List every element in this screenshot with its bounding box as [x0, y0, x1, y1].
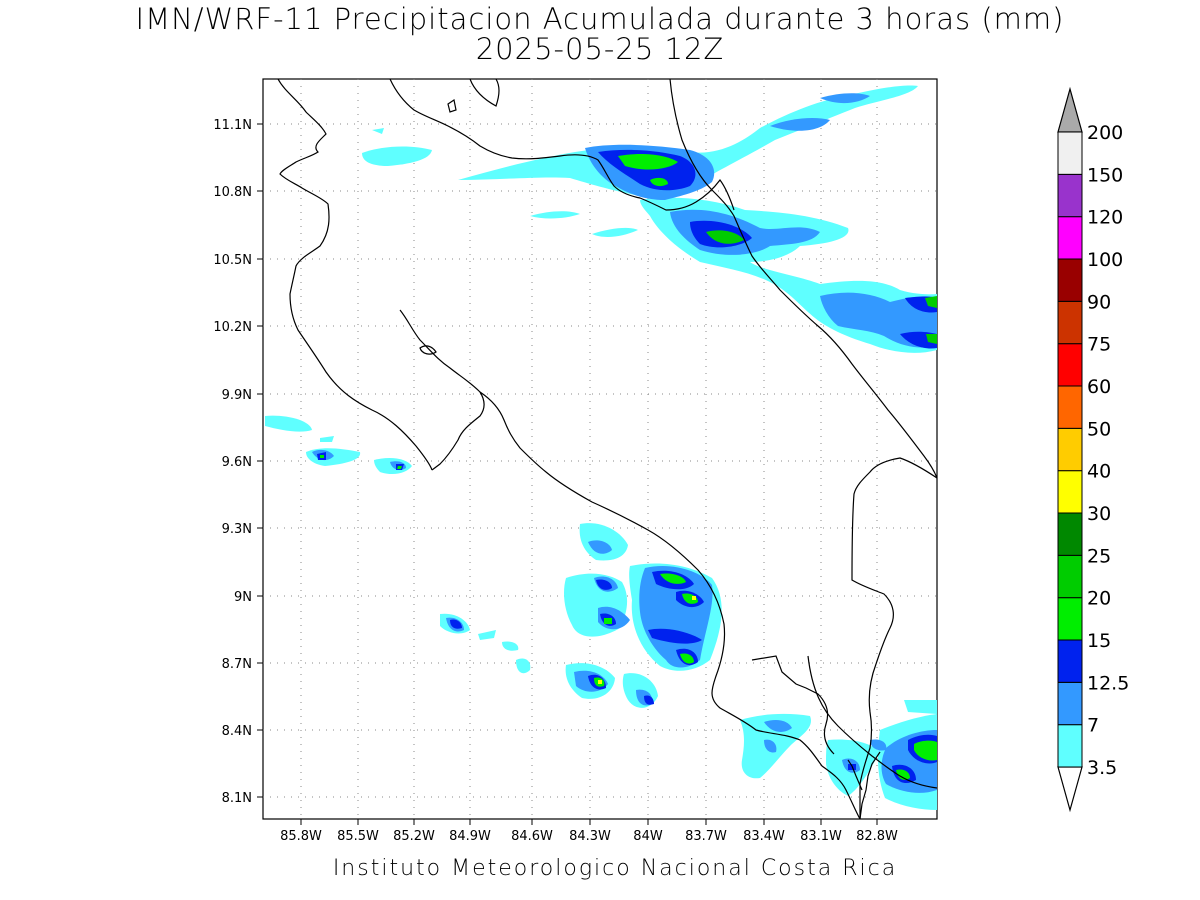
lat-tick-label: 8.4N	[222, 724, 252, 739]
colorbar-label: 100	[1087, 249, 1123, 271]
colorbar-label: 120	[1087, 207, 1123, 229]
colorbar-box	[1057, 343, 1083, 387]
colorbar-label: 7	[1087, 715, 1099, 737]
colorbar-box	[1057, 512, 1083, 556]
lat-tick-label: 10.8N	[213, 185, 252, 200]
colorbar-label: 3.5	[1087, 757, 1117, 779]
lat-tick-label: 9N	[234, 590, 252, 605]
lat-tick-label: 10.5N	[213, 253, 252, 268]
lon-tick-label: 84W	[633, 829, 663, 844]
lat-tick-label: 9.9N	[222, 388, 252, 403]
colorbar-box	[1057, 216, 1083, 260]
colorbar-box	[1057, 131, 1083, 175]
colorbar-box	[1057, 173, 1083, 218]
precipitation-field	[265, 85, 937, 810]
colorbar-label: 200	[1087, 122, 1123, 144]
lat-tick-label: 9.3N	[222, 522, 252, 537]
footer-credit: Instituto Meteorologico Nacional Costa R…	[332, 856, 898, 881]
lat-tick-labels: 11.1N 10.8N 10.5N 10.2N 9.9N 9.6N 9.3N 9…	[213, 118, 252, 806]
colorbar-box	[1057, 427, 1083, 472]
lat-tick-label: 8.7N	[222, 657, 252, 672]
colorbar-label: 150	[1087, 164, 1123, 186]
colorbar-label: 75	[1087, 334, 1111, 356]
colorbar-box	[1057, 724, 1083, 768]
coastline	[277, 79, 937, 819]
lon-tick-label: 82.8W	[856, 829, 898, 844]
colorbar-label: 60	[1087, 376, 1111, 398]
lon-tick-labels: 85.8W 85.5W 85.2W 84.9W 84.6W 84.3W 84W …	[280, 829, 898, 844]
lat-tick-label: 10.2N	[213, 320, 252, 335]
colorbar-label: 90	[1087, 291, 1111, 313]
colorbar-label: 15	[1087, 630, 1111, 652]
lat-tick-label: 9.6N	[222, 455, 252, 470]
colorbar-label: 30	[1087, 503, 1111, 525]
colorbar-min-arrow	[1057, 766, 1083, 813]
colorbar-label: 40	[1087, 461, 1111, 483]
colorbar-box	[1057, 300, 1083, 345]
grid-lines	[263, 79, 937, 819]
lon-tick-label: 85.2W	[393, 829, 435, 844]
lon-tick-label: 84.3W	[569, 829, 611, 844]
colorbar-label: 20	[1087, 588, 1111, 610]
lat-tick-label: 8.1N	[222, 791, 252, 806]
lon-tick-label: 85.8W	[280, 829, 322, 844]
colorbar-box	[1057, 385, 1083, 429]
map-date: 2025-05-25 12Z	[475, 32, 725, 66]
colorbar-box	[1057, 258, 1083, 302]
lon-tick-label: 84.6W	[511, 829, 553, 844]
colorbar-label: 12.5	[1087, 672, 1129, 694]
lon-tick-label: 83.1W	[800, 829, 842, 844]
colorbar-max-arrow	[1057, 86, 1083, 133]
lon-tick-label: 83.7W	[685, 829, 727, 844]
colorbar: 3.5 7 12.5 15 20 25 30 40 50 60 75 90 100 120 150 200	[1057, 86, 1129, 813]
lon-tick-label: 85.5W	[337, 829, 379, 844]
colorbar-box	[1057, 470, 1083, 514]
colorbar-box	[1057, 639, 1083, 683]
lon-tick-label: 83.4W	[743, 829, 785, 844]
lon-tick-label: 84.9W	[449, 829, 491, 844]
colorbar-label: 50	[1087, 418, 1111, 440]
colorbar-box	[1057, 597, 1083, 641]
axis-ticks	[257, 123, 878, 825]
colorbar-box	[1057, 554, 1083, 599]
lat-tick-label: 11.1N	[213, 118, 252, 133]
map-frame	[262, 78, 938, 820]
map-title: IMN/WRF-11 Precipitacion Acumulada duran…	[135, 2, 1065, 36]
colorbar-box	[1057, 681, 1083, 726]
colorbar-label: 25	[1087, 545, 1111, 567]
